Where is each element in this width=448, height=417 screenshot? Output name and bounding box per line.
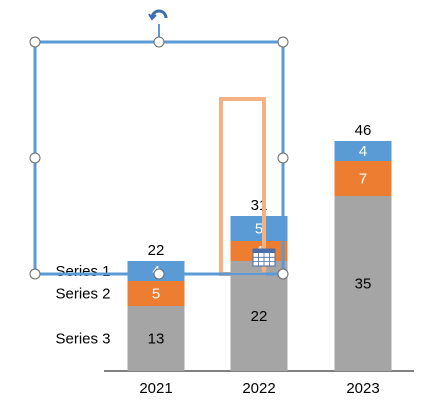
resize-handle-top-left[interactable] xyxy=(29,36,41,48)
data-label-series-3-2023: 35 xyxy=(355,276,372,293)
data-label-series-1-2023: 4 xyxy=(359,143,367,160)
legend-entry-series-2: Series 2 xyxy=(55,286,110,303)
data-label-series-3-2022: 22 xyxy=(251,308,268,325)
resize-handle-bottom-left[interactable] xyxy=(29,268,41,280)
rotate-handle-arrow xyxy=(148,13,157,21)
bar-segment-series-3-2022[interactable] xyxy=(230,261,288,371)
total-label-2021: 22 xyxy=(148,242,165,259)
bar-segment-series-3-2021[interactable] xyxy=(127,306,185,371)
resize-handle-bottom[interactable] xyxy=(153,268,165,280)
data-label-series-1-2022: 5 xyxy=(255,221,263,238)
resize-handle-top-right[interactable] xyxy=(277,36,289,48)
bar-segment-series-1-2023[interactable] xyxy=(334,141,392,161)
bar-segment-series-2-2021[interactable] xyxy=(127,281,185,306)
resize-handle-right[interactable] xyxy=(277,152,289,164)
table-grid-icon-header xyxy=(253,249,275,253)
total-label-2023: 46 xyxy=(355,122,372,139)
x-tick-label-2022: 2022 xyxy=(242,380,275,397)
legend-entry-series-1: Series 1 xyxy=(55,263,110,280)
resize-handle-bottom-right[interactable] xyxy=(277,268,289,280)
bar-segment-series-3-2023[interactable] xyxy=(334,196,392,371)
data-label-series-2-2023: 7 xyxy=(359,171,367,188)
resize-handle-top[interactable] xyxy=(153,36,165,48)
data-label-series-3-2021: 13 xyxy=(148,331,165,348)
resize-handle-left[interactable] xyxy=(29,152,41,164)
x-tick-label-2023: 2023 xyxy=(346,380,379,397)
rotate-handle-icon[interactable] xyxy=(150,9,168,19)
data-label-series-2-2021: 5 xyxy=(152,286,160,303)
x-tick-label-2021: 2021 xyxy=(139,380,172,397)
legend-entry-series-3: Series 3 xyxy=(55,331,110,348)
bar-segment-series-1-2022[interactable] xyxy=(230,216,288,241)
bar-segment-series-2-2023[interactable] xyxy=(334,161,392,196)
